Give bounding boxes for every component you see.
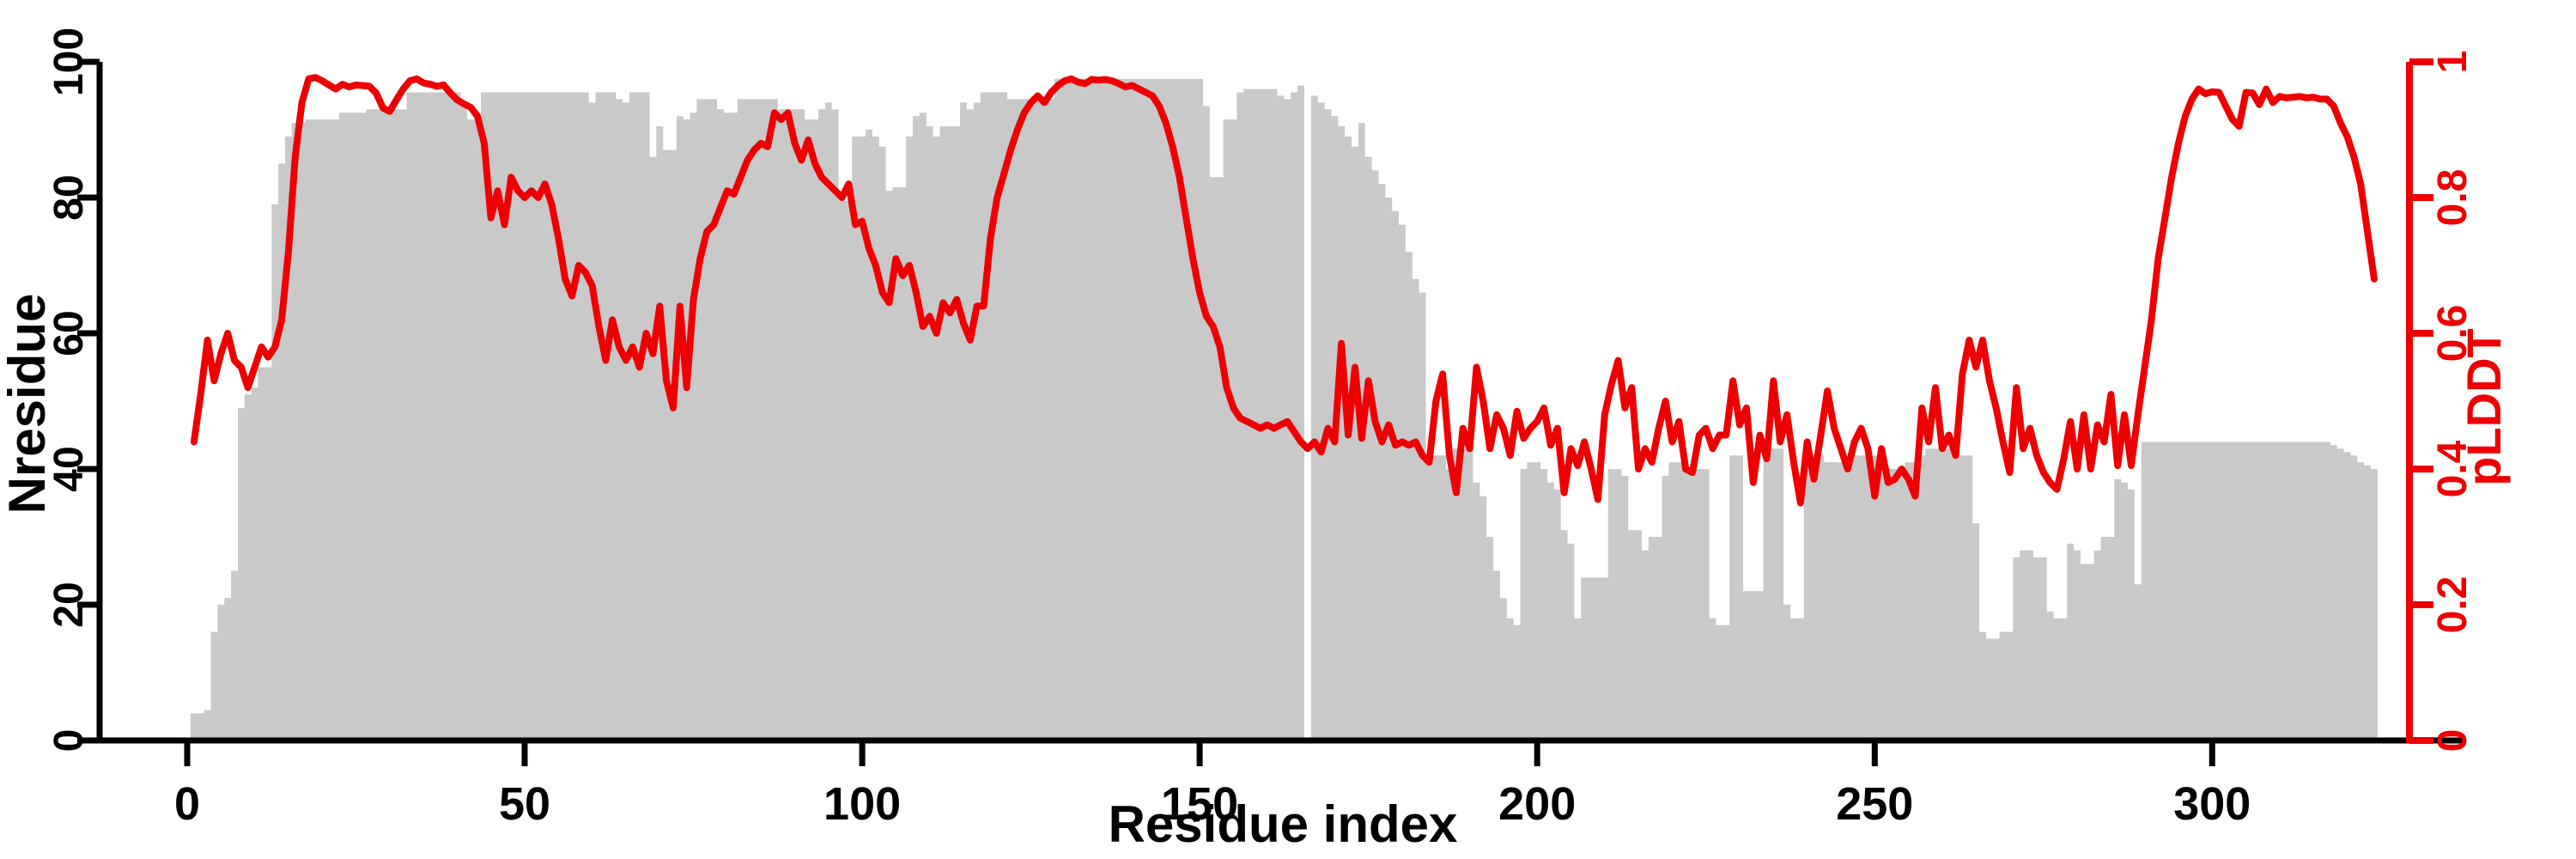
y-axis-title-right: pLDDT: [2457, 328, 2511, 486]
y-axis-title-left: Nresidue: [0, 294, 56, 515]
y-right-tick-label: 0.4: [2430, 440, 2476, 497]
y-right-tick-label: 0.8: [2430, 169, 2476, 227]
y-right-tick-label: 0.6: [2430, 305, 2476, 362]
y-right-tick-label: 1: [2430, 51, 2476, 74]
x-tick-label: 300: [2173, 778, 2251, 830]
nresidue-bars-series: [190, 78, 2378, 741]
x-tick-label: 50: [499, 778, 550, 830]
y-left-tick-label: 0: [46, 729, 92, 752]
x-tick-label: 200: [1498, 778, 1576, 830]
y-left-tick-label: 20: [46, 582, 92, 627]
nresidue-bars: [190, 78, 2378, 741]
x-tick-label: 250: [1836, 778, 1913, 830]
x-tick-label: 100: [823, 778, 901, 830]
x-axis-title: Residue index: [1109, 795, 1458, 853]
y-axis-left: 0 20 40 60 80 100: [46, 27, 103, 752]
y-right-tick-label: 0: [2430, 729, 2476, 752]
plddt-line: [190, 74, 2378, 507]
y-axis-right: 0 0.2 0.4 0.6 0.8 1: [2406, 51, 2476, 752]
y-left-tick-label: 60: [46, 310, 92, 356]
x-tick-label: 0: [174, 778, 200, 830]
y-left-tick-label: 80: [46, 174, 92, 220]
x-tick-label: 150: [1161, 778, 1238, 830]
y-right-tick-label: 0.2: [2430, 576, 2476, 634]
y-left-tick-label: 40: [46, 446, 92, 491]
plddt-line-series: [190, 74, 2378, 507]
y-left-tick-label: 100: [46, 27, 92, 96]
x-axis: 0 50 100 150 200 250 300: [91, 737, 2466, 830]
